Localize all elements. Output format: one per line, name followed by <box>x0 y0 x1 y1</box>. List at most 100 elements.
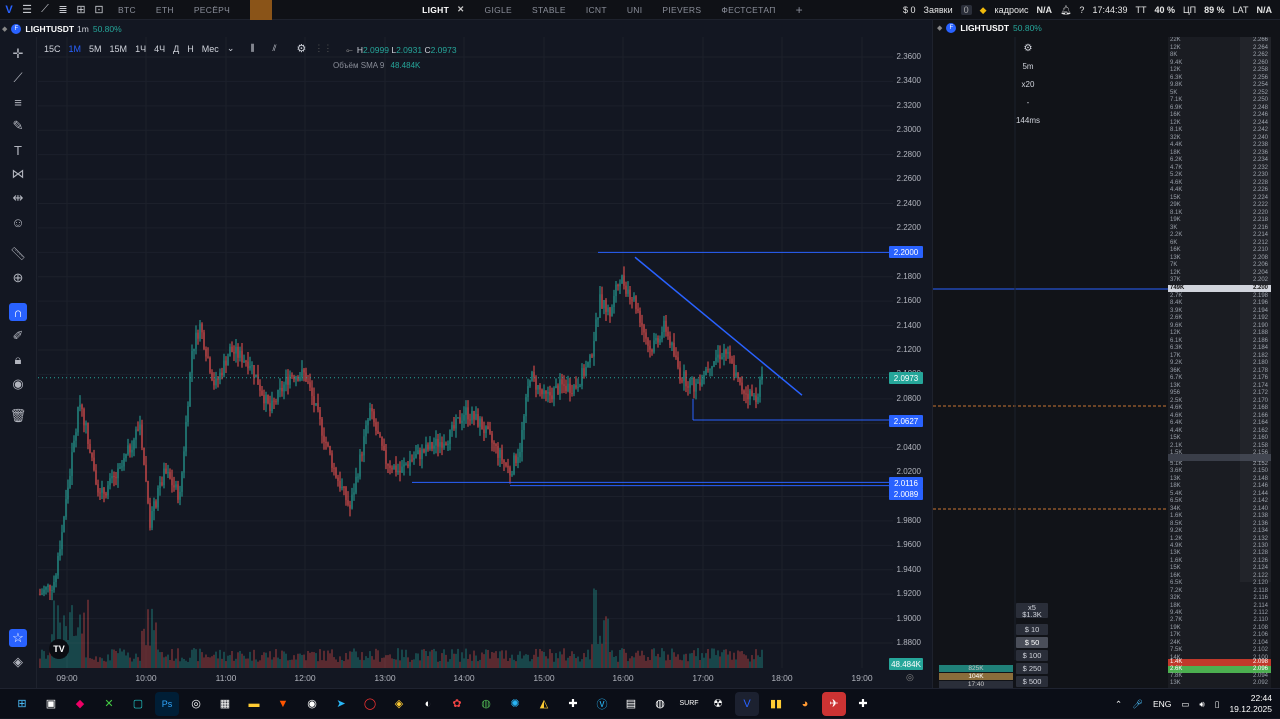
orderbook-row[interactable]: 9.2K 2.134 <box>1168 528 1271 535</box>
tab-btc[interactable]: BTC <box>118 4 136 15</box>
interval-15m[interactable]: 15М <box>109 43 128 54</box>
orderbook-row[interactable]: 8.5K 2.136 <box>1168 521 1271 528</box>
orderbook-row[interactable]: 9.4K 2.112 <box>1168 610 1271 617</box>
orderbook-row[interactable]: 4.6K 2.166 <box>1168 413 1271 420</box>
orderbook-row[interactable]: 37K 2.202 <box>1168 277 1271 284</box>
steam-icon[interactable]: ◎ <box>191 698 201 710</box>
price-chart[interactable] <box>38 37 931 688</box>
opera-icon[interactable]: ◯ <box>363 698 377 710</box>
amount-button-100[interactable]: $ 100 <box>1016 650 1048 661</box>
orders-label[interactable]: Заявки <box>923 5 953 15</box>
orderbook-row[interactable]: 6.4K 2.164 <box>1168 420 1271 427</box>
app-icon-5[interactable]: ◐ <box>424 697 432 710</box>
app-icon-15[interactable]: ◕ <box>801 697 809 710</box>
app-icon-9[interactable]: ✚ <box>568 698 578 710</box>
explorer-icon[interactable]: ▬ <box>248 697 260 710</box>
amount-button-500[interactable]: $ 500 <box>1016 676 1048 687</box>
grid-icon[interactable]: ⊡ <box>94 4 104 16</box>
trendline[interactable] <box>634 256 803 396</box>
orderbook-row[interactable]: 6.3K 2.256 <box>1168 75 1271 82</box>
orderbook-row[interactable]: 8.1K 2.242 <box>1168 127 1271 134</box>
orderbook-row[interactable]: 4.4K 2.162 <box>1168 428 1271 435</box>
orderbook-row[interactable]: 5.1K 2.152 <box>1168 461 1271 468</box>
orderbook-row[interactable]: 17K 2.182 <box>1168 353 1271 360</box>
orderbook-row[interactable]: 34K 2.140 <box>1168 506 1271 513</box>
interval-1w[interactable]: Н <box>187 43 194 54</box>
brush-icon[interactable]: ✎ <box>12 118 24 133</box>
tab-stable[interactable]: STABLE <box>532 4 566 15</box>
orderbook[interactable]: 22K 2.266 12K 2.264 8K 2.262 9.4K 2.260 12K 2.258… <box>1168 37 1271 688</box>
orderbook-row[interactable]: 749K 2.200 <box>1168 285 1271 292</box>
app-icon-1[interactable]: ◆ <box>75 698 85 710</box>
orderbook-row[interactable]: 1.4K 2.098 <box>1168 659 1271 666</box>
zoom-icon[interactable]: ⊕ <box>12 270 24 285</box>
orderbook-row[interactable]: 3.6K 2.150 <box>1168 468 1271 475</box>
trash-icon[interactable]: 🗑︎ <box>9 408 27 423</box>
orderbook-row[interactable]: 9.2K 2.180 <box>1168 360 1271 367</box>
orderbook-row[interactable]: 4.4K 2.226 <box>1168 187 1271 194</box>
chart-icon[interactable]: ⟋ <box>41 3 49 15</box>
lock-drawing-icon[interactable]: ✐ <box>12 328 24 343</box>
expand-icon[interactable]: ◆ <box>2 26 8 33</box>
tab-research[interactable]: РЕСЁРЧ <box>193 4 231 15</box>
orderbook-row[interactable]: 7.5K 2.102 <box>1168 647 1271 654</box>
orderbook-row[interactable]: 24K 2.104 <box>1168 640 1271 647</box>
orderbook-row[interactable]: 4.6K 2.168 <box>1168 405 1271 412</box>
interval-1d[interactable]: Д <box>173 43 180 54</box>
app-icon-11[interactable]: ▤ <box>625 698 637 710</box>
tab-uni[interactable]: UNI <box>626 4 643 15</box>
battery-icon[interactable]: ▯ <box>1214 698 1220 709</box>
orderbook-row[interactable]: 15K 2.160 <box>1168 435 1271 442</box>
orderbook-row[interactable]: 14K 2.100 <box>1168 655 1271 662</box>
orderbook-row[interactable]: 6.2K 2.234 <box>1168 157 1271 164</box>
orderbook-row[interactable]: 12K 2.258 <box>1168 67 1271 74</box>
amount-button-50[interactable]: $ 50 <box>1016 637 1048 648</box>
tab-eth[interactable]: ETH <box>155 4 174 15</box>
dom-zoom-out[interactable]: - <box>1026 98 1030 107</box>
interval-15s[interactable]: 15С <box>44 43 61 54</box>
add-tab-button[interactable]: + <box>795 2 803 17</box>
x5-button[interactable]: x5 $1.3K <box>1016 603 1048 618</box>
fib-icon[interactable]: ≡ <box>14 94 22 110</box>
orderbook-row[interactable]: 32K 2.240 <box>1168 135 1271 142</box>
price-axis[interactable]: 2.3600 2.3400 2.3200 2.3000 2.2800 2.2600 2.24… <box>893 37 931 667</box>
layout-icon[interactable]: ⊞ <box>76 4 86 16</box>
orderbook-row[interactable]: 18K 2.146 <box>1168 483 1271 490</box>
interval-1h[interactable]: 1Ч <box>135 43 147 54</box>
app-icon-8[interactable]: ◭ <box>539 698 549 710</box>
tigertrade-icon[interactable]: V <box>735 691 759 716</box>
favorite-icon[interactable]: ☆ <box>9 629 27 647</box>
crosshair-icon[interactable]: ✛ <box>12 46 24 61</box>
orderbook-row[interactable]: 9.8K 2.254 <box>1168 82 1271 89</box>
chart-area[interactable]: TV <box>38 37 931 688</box>
orderbook-row[interactable]: 32K 2.116 <box>1168 595 1271 602</box>
expand-icon[interactable]: ◆ <box>937 25 943 32</box>
emoji-icon[interactable]: ☺ <box>11 214 25 230</box>
orderbook-row[interactable]: 956 2.172 <box>1168 390 1271 397</box>
orderbook-row[interactable]: 1.6K 2.138 <box>1168 513 1271 520</box>
orderbook-row[interactable]: 7K 2.206 <box>1168 262 1271 269</box>
orderbook-row[interactable]: 6.1K 2.186 <box>1168 338 1271 345</box>
orderbook-row[interactable]: 22K 2.266 <box>1168 37 1271 44</box>
dom-multiplier[interactable]: x20 <box>1021 80 1035 89</box>
interval-1mo[interactable]: Мес <box>201 43 219 54</box>
orderbook-row[interactable]: 36K 2.178 <box>1168 368 1271 375</box>
mic-icon[interactable]: 🎤︎ <box>1132 698 1143 709</box>
orderbook-row[interactable]: 19K 2.218 <box>1168 217 1271 224</box>
orderbook-row[interactable]: 8.4K 2.196 <box>1168 300 1271 307</box>
orderbook-row[interactable]: 2.1K 2.158 <box>1168 443 1271 450</box>
system-clock[interactable]: 22:44 19.12.2025 <box>1229 693 1272 715</box>
app-icon-10[interactable]: Ⓥ <box>596 698 608 711</box>
dom-symbol-name[interactable]: LIGHTUSDT <box>960 23 1010 33</box>
interval-1m[interactable]: 1М <box>68 43 82 54</box>
orderbook-row[interactable]: 12K 2.264 <box>1168 45 1271 52</box>
time-settings-icon[interactable]: ◎ <box>906 672 914 682</box>
chrome-icon[interactable]: ◍ <box>481 698 491 710</box>
orderbook-row[interactable]: 13K 2.128 <box>1168 550 1271 557</box>
orderbook-row[interactable]: 5K 2.252 <box>1168 90 1271 97</box>
bell-icon[interactable]: 🔔︎ <box>1059 4 1072 15</box>
orderbook-row[interactable]: 12K 2.244 <box>1168 120 1271 127</box>
tab-light[interactable]: LIGHT ✕ <box>412 0 474 20</box>
orderbook-row[interactable]: 8.1K 2.220 <box>1168 210 1271 217</box>
network-icon[interactable]: ▭ <box>1181 698 1190 709</box>
